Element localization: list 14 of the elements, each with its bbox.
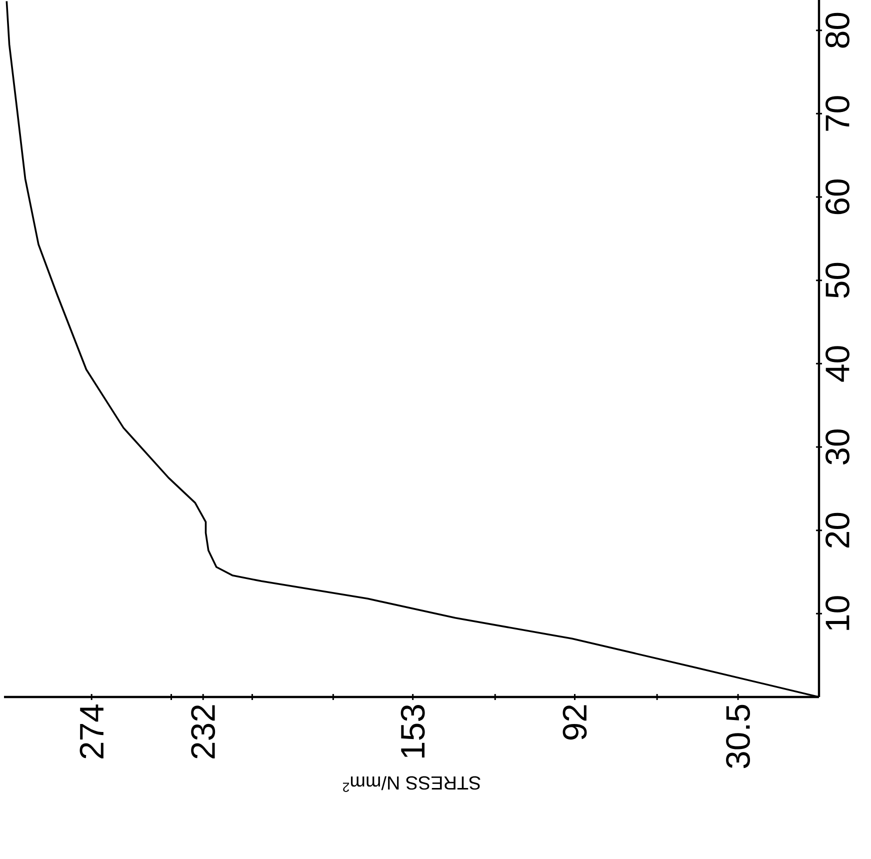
y-tick-label: 80 bbox=[826, 12, 850, 48]
y-tick-label: 40 bbox=[826, 346, 850, 382]
y-tick-label: 60 bbox=[826, 179, 850, 214]
x-tick-label: 232 bbox=[191, 705, 216, 758]
x-tick-label: 153 bbox=[400, 705, 425, 758]
x-axis-title: STRESS N/mm$^{2}$ bbox=[343, 776, 480, 792]
x-tick-label: 274 bbox=[80, 704, 104, 758]
y-tick-label: 30 bbox=[826, 429, 850, 465]
y-tick-label: 50 bbox=[826, 262, 850, 298]
y-tick-label: 20 bbox=[826, 512, 850, 548]
x-tick-label: 30.5 bbox=[726, 704, 750, 768]
x-tick-label: 92 bbox=[562, 705, 587, 740]
y-tick-label: 70 bbox=[826, 96, 850, 131]
y-tick-label: 10 bbox=[826, 596, 850, 630]
